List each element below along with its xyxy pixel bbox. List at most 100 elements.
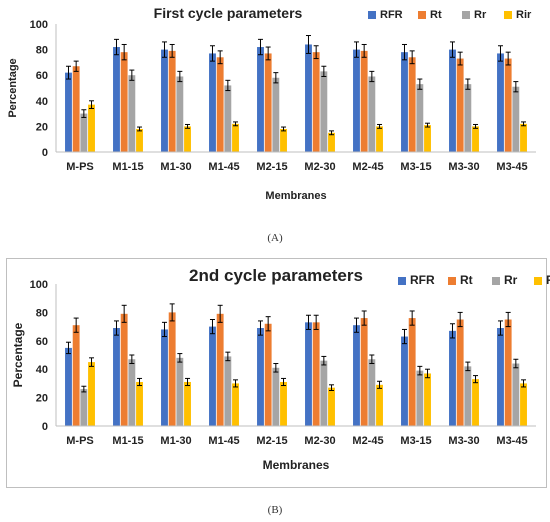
bar-rr xyxy=(512,363,520,426)
bar-rir xyxy=(88,104,95,152)
x-tick-label: M3-45 xyxy=(496,435,527,447)
bar-rr xyxy=(416,84,424,152)
bar-rt xyxy=(312,322,320,426)
bar-rr xyxy=(272,367,280,426)
bar-rr xyxy=(224,85,232,152)
legend-swatch-rfr xyxy=(368,11,376,19)
chart-title: First cycle parameters xyxy=(154,5,303,21)
y-tick-label: 60 xyxy=(36,336,48,348)
bar-rfr xyxy=(497,328,504,426)
bar-rr xyxy=(128,359,136,426)
bar-rr xyxy=(368,359,376,426)
bar-rir xyxy=(232,383,239,426)
legend-swatch-rt xyxy=(418,11,426,19)
bar-rt xyxy=(168,50,176,152)
bar-rfr xyxy=(449,330,456,426)
bar-rt xyxy=(264,323,272,426)
x-tick-label: M2-45 xyxy=(352,435,383,447)
bar-rr xyxy=(80,113,88,152)
bar-rt xyxy=(408,57,416,152)
y-tick-label: 100 xyxy=(30,279,48,291)
legend-swatch-rir xyxy=(534,277,542,285)
bar-rir xyxy=(520,383,527,426)
bar-rt xyxy=(504,319,512,426)
y-axis-label: Percentage xyxy=(7,58,19,117)
chart-first-cycle: First cycle parameters 0 20 40 60 80 100 Percen… xyxy=(7,5,536,202)
legend-label-rt: Rt xyxy=(430,9,442,21)
y-tick-label: 0 xyxy=(42,421,48,433)
bar-rfr xyxy=(209,53,216,152)
bar-rt xyxy=(408,318,416,426)
bar-rt xyxy=(360,318,368,426)
bar-rr xyxy=(416,370,424,426)
bar-rr xyxy=(224,356,232,426)
bar-rfr xyxy=(113,328,120,426)
legend-swatch-rir xyxy=(504,11,512,19)
bar-rir xyxy=(424,125,431,152)
bar-rfr xyxy=(113,47,120,152)
legend-label-rir: Rir xyxy=(516,9,532,21)
bar-rr xyxy=(176,76,184,152)
bar-rir xyxy=(520,123,527,152)
panel-label-a: (A) xyxy=(267,232,283,244)
x-tick-label: M-PS xyxy=(66,435,94,447)
y-axis-label: Percentage xyxy=(11,322,25,387)
bar-rir xyxy=(184,381,191,426)
x-tick-label: M1-45 xyxy=(208,435,239,447)
bar-rir xyxy=(376,126,383,152)
bar-rfr xyxy=(257,328,264,426)
bar-rt xyxy=(120,313,128,426)
bar-rr xyxy=(464,84,472,152)
bar-rfr xyxy=(449,49,456,152)
bar-rfr xyxy=(65,72,72,152)
x-axis-label: Membranes xyxy=(265,190,326,202)
x-tick-label: M2-30 xyxy=(304,161,335,173)
chart-second-cycle: 2nd cycle parameters 0 20 40 60 80 100 Percenta… xyxy=(11,266,550,472)
bar-rfr xyxy=(353,49,360,152)
bar-rt xyxy=(504,58,512,153)
bar-rir xyxy=(376,384,383,426)
chart-frame-b xyxy=(6,258,547,488)
legend-label-rfr: RFR xyxy=(380,9,403,21)
bar-rfr xyxy=(401,52,408,152)
bar-rt xyxy=(312,52,320,152)
bar-rr xyxy=(320,71,328,152)
bar-rfr xyxy=(497,53,504,152)
chart-title: 2nd cycle parameters xyxy=(189,266,363,285)
bar-rir xyxy=(88,362,95,426)
bar-rfr xyxy=(257,47,264,152)
panel-label-b: (B) xyxy=(267,504,283,516)
bar-rfr xyxy=(353,325,360,426)
bar-rfr xyxy=(305,322,312,426)
x-tick-label: M3-15 xyxy=(400,161,431,173)
bar-rt xyxy=(456,58,464,153)
x-tick-label: M3-30 xyxy=(448,161,479,173)
bar-rt xyxy=(72,66,80,152)
y-tick-label: 100 xyxy=(30,19,48,31)
x-tick-label: M3-45 xyxy=(496,161,527,173)
bar-rt xyxy=(216,57,224,152)
y-tick-label: 40 xyxy=(36,364,48,376)
bar-rr xyxy=(128,75,136,152)
bar-rr xyxy=(272,77,280,152)
x-tick-label: M1-15 xyxy=(112,161,143,173)
bar-rir xyxy=(472,379,479,426)
bar-rr xyxy=(464,366,472,426)
bar-rfr xyxy=(209,326,216,426)
x-tick-label: M2-45 xyxy=(352,161,383,173)
bar-rir xyxy=(328,132,335,152)
legend-swatch-rfr xyxy=(398,277,406,285)
legend-label-rr: Rr xyxy=(474,9,487,21)
bar-rt xyxy=(360,50,368,152)
bar-rir xyxy=(280,128,287,152)
legend-label-rir: Rir xyxy=(546,273,550,287)
x-tick-label: M2-15 xyxy=(256,161,287,173)
legend-label-rr: Rr xyxy=(504,273,518,287)
bar-rir xyxy=(472,126,479,152)
x-tick-label: M2-30 xyxy=(304,435,335,447)
legend-swatch-rt xyxy=(448,277,456,285)
x-tick-label: M1-15 xyxy=(112,435,143,447)
bar-rt xyxy=(216,313,224,426)
bar-rfr xyxy=(161,49,168,152)
y-tick-label: 0 xyxy=(42,147,48,159)
